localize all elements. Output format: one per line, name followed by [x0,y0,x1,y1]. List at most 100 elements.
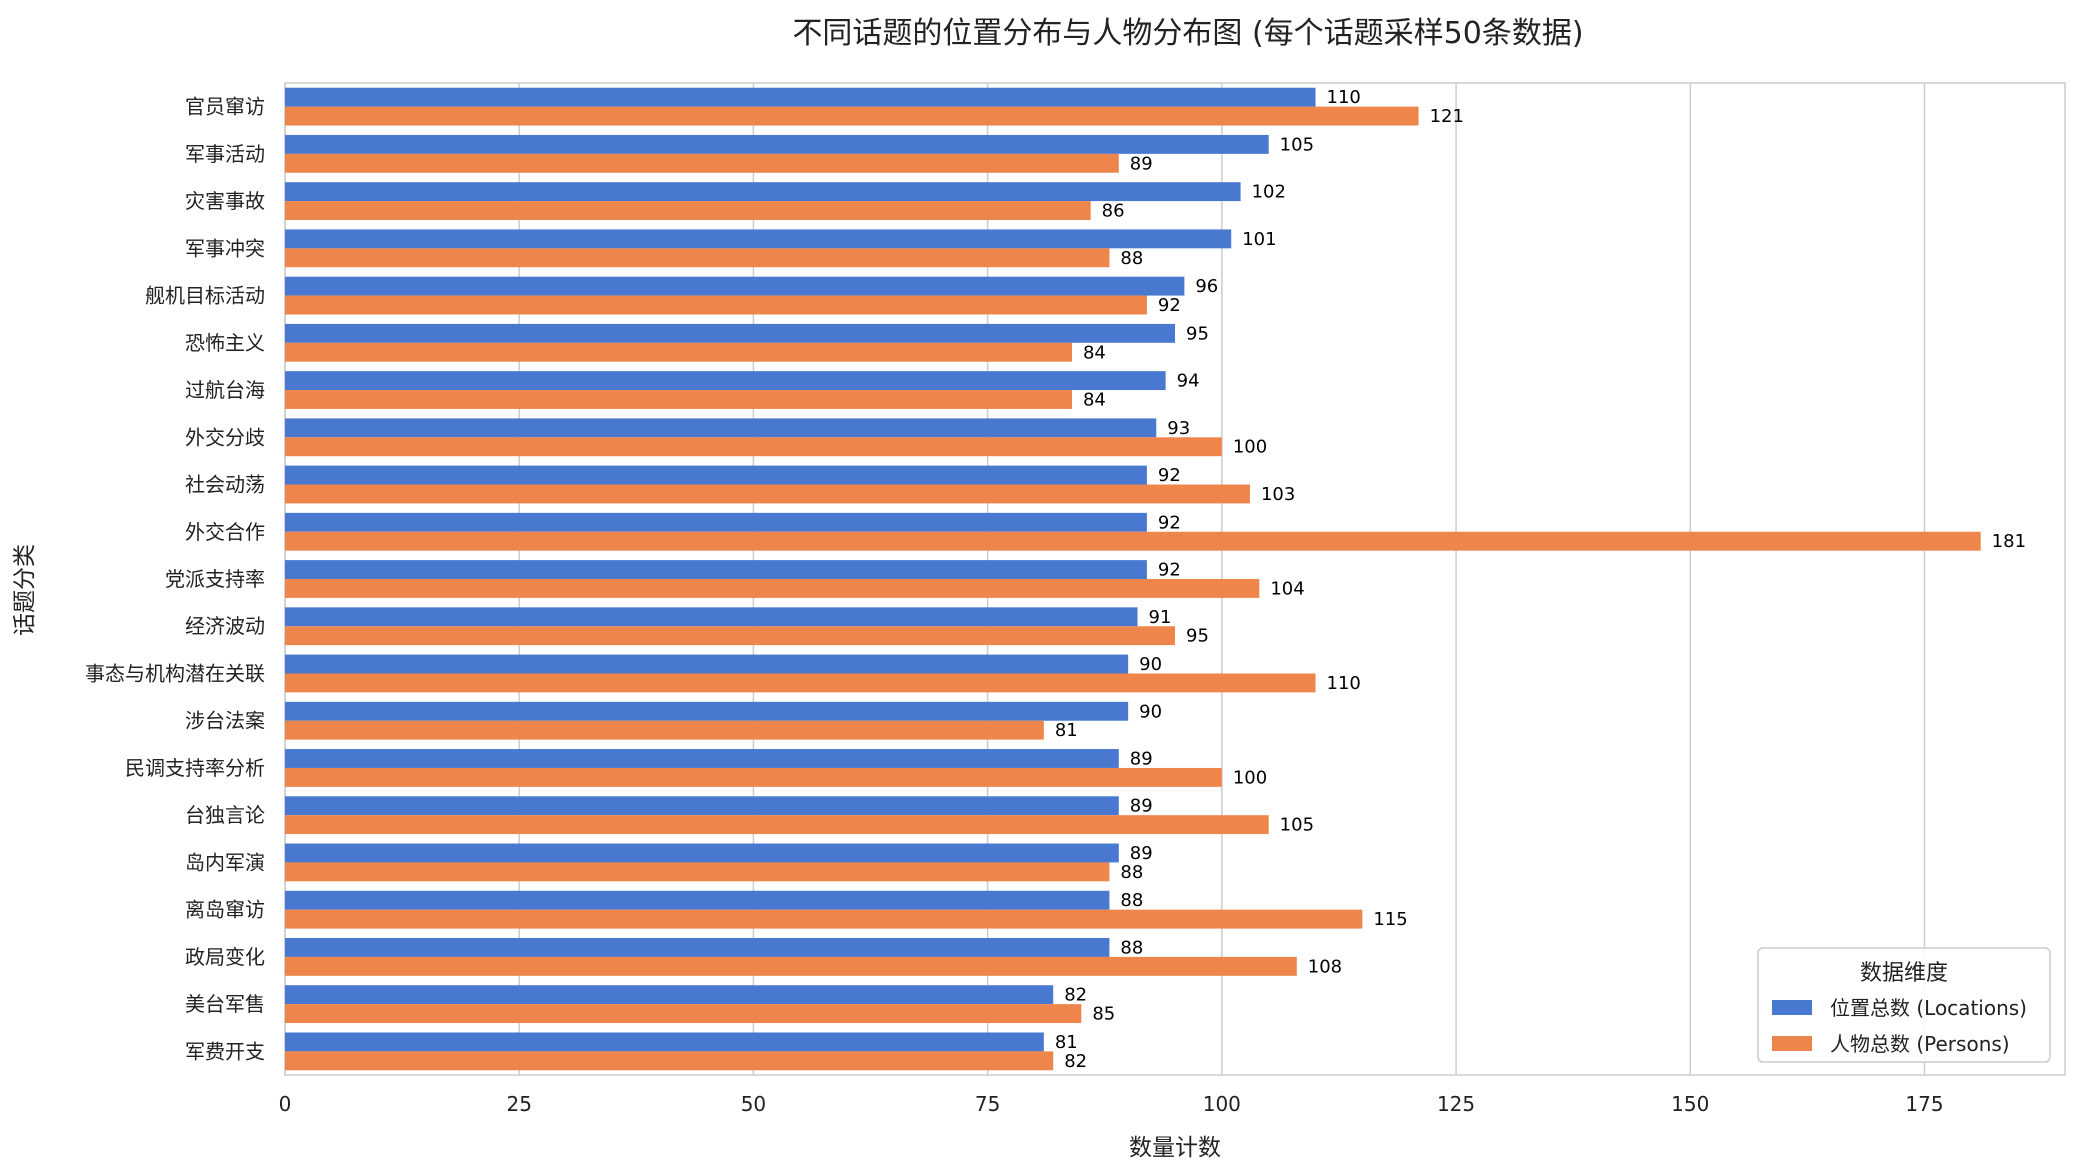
data-label: 88 [1120,890,1143,911]
data-label: 84 [1083,342,1106,363]
bar [285,342,1072,362]
y-tick-label: 过航台海 [185,378,265,402]
y-tick-label: 恐怖主义 [185,331,265,355]
data-label: 82 [1064,985,1087,1006]
data-label: 90 [1139,701,1162,722]
bar [285,607,1138,627]
y-tick-label: 外交分歧 [185,425,265,449]
bar [285,673,1316,693]
data-label: 108 [1308,956,1342,977]
bar [285,815,1269,835]
data-label: 86 [1102,201,1125,222]
y-tick-label: 民调支持率分析 [125,756,265,780]
bar [285,106,1419,126]
bar [285,531,1981,551]
data-label: 81 [1055,720,1078,741]
y-tick-label: 政局变化 [185,945,265,969]
x-axis-ticks: 0 25 50 75 100 125 150 175 [279,1092,1944,1116]
bar [285,720,1044,740]
y-tick-label: 经济波动 [185,614,265,638]
bar [285,484,1250,504]
bar [285,938,1110,957]
data-label: 92 [1158,560,1181,581]
y-tick-label: 军事活动 [185,142,265,166]
data-label: 110 [1327,673,1361,694]
chart-title: 不同话题的位置分布与人物分布图 (每个话题采样50条数据) [792,16,1583,51]
y-tick-label: 军费开支 [185,1039,265,1063]
bar [285,956,1297,976]
y-tick-label: 台独言论 [185,803,265,827]
bar [285,626,1175,646]
bar [285,182,1241,202]
data-label: 90 [1139,654,1162,675]
legend-box [1757,947,2051,1063]
data-label: 102 [1252,182,1286,203]
bar [285,295,1147,315]
data-label: 82 [1064,1051,1087,1072]
data-label: 105 [1280,134,1314,155]
x-tick-label: 150 [1671,1092,1709,1116]
bar [285,843,1119,863]
x-tick-label: 75 [975,1092,1000,1116]
legend: 数据维度 位置总数 (Locations) 人物总数 (Persons) [1757,947,2051,1063]
bar [285,248,1110,268]
data-label: 95 [1186,626,1209,647]
x-tick-label: 0 [279,1092,292,1116]
data-label: 96 [1195,276,1218,297]
bar [285,862,1110,882]
bar [285,437,1222,457]
bar [285,371,1166,391]
data-label: 88 [1120,248,1143,269]
data-label: 115 [1373,909,1407,930]
bar [285,560,1147,579]
data-labels: 1101211058910286101889692958494849310092… [1055,87,2026,1072]
bar [285,153,1119,173]
data-label: 95 [1186,323,1209,344]
data-label: 121 [1430,106,1464,127]
bar [285,229,1232,249]
y-axis-label: 话题分类 [12,544,38,636]
bar [285,985,1054,1005]
x-tick-label: 50 [741,1092,766,1116]
data-label: 100 [1233,767,1267,788]
bar [285,796,1119,816]
bar [285,276,1185,296]
data-label: 103 [1261,484,1295,505]
bar [285,134,1269,154]
bar [285,579,1260,598]
data-label: 88 [1120,862,1143,883]
data-label: 89 [1130,153,1153,174]
data-label: 110 [1327,87,1361,108]
y-tick-label: 官员窜访 [185,95,265,119]
bar [285,654,1129,674]
y-tick-label: 党派支持率 [165,567,265,591]
bar [285,201,1091,220]
data-label: 93 [1167,418,1190,439]
x-tick-label: 100 [1203,1092,1241,1116]
data-label: 85 [1092,1004,1115,1025]
data-label: 101 [1242,229,1276,250]
x-tick-label: 125 [1437,1092,1475,1116]
y-tick-label: 事态与机构潜在关联 [85,661,265,685]
y-tick-label: 离岛窜访 [185,898,265,922]
bar [285,749,1119,768]
y-tick-label: 外交合作 [185,520,265,544]
data-label: 89 [1130,796,1153,817]
y-tick-label: 美台军售 [185,992,265,1016]
data-label: 104 [1270,578,1304,599]
bar [285,323,1175,343]
bar [285,512,1147,532]
data-label: 105 [1280,815,1314,836]
y-tick-label: 舰机目标活动 [145,284,265,308]
data-label: 91 [1149,607,1172,628]
bars [285,87,1981,1071]
data-label: 88 [1120,937,1143,958]
legend-swatch [1772,1000,1812,1015]
x-axis-label: 数量计数 [1129,1135,1221,1161]
bar [285,890,1110,910]
data-label: 181 [1992,531,2026,552]
bar [285,390,1072,409]
bar [285,909,1363,929]
y-tick-label: 岛内军演 [185,850,265,874]
